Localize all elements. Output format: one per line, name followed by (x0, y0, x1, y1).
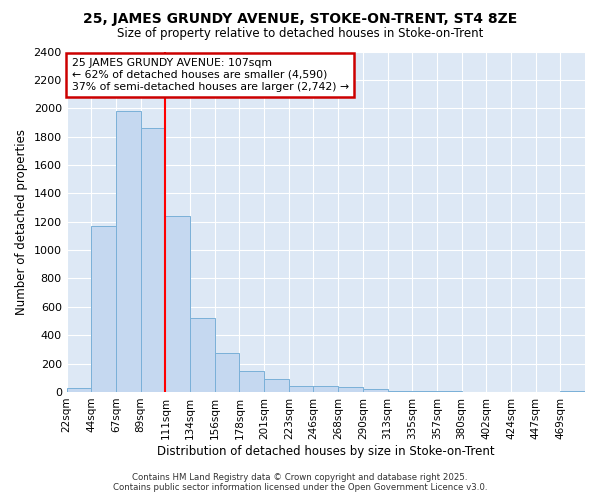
Bar (141, 128, 166, 392)
Bar (388, 391, 412, 392)
Bar (239, 370, 264, 392)
Bar (116, 111, 141, 392)
Bar (264, 379, 289, 392)
Bar (215, 353, 239, 392)
Bar (560, 390, 585, 392)
Text: Contains HM Land Registry data © Crown copyright and database right 2025.
Contai: Contains HM Land Registry data © Crown c… (113, 473, 487, 492)
Bar (67, 388, 91, 392)
Text: Size of property relative to detached houses in Stoke-on-Trent: Size of property relative to detached ho… (117, 28, 483, 40)
Bar (313, 386, 338, 392)
Bar (91, 226, 116, 392)
X-axis label: Distribution of detached houses by size in Stoke-on-Trent: Distribution of detached houses by size … (157, 444, 494, 458)
Bar (190, 318, 215, 392)
Bar (363, 390, 388, 392)
Bar (166, 216, 190, 392)
Y-axis label: Number of detached properties: Number of detached properties (15, 128, 28, 314)
Bar (289, 386, 313, 392)
Bar (338, 387, 363, 392)
Text: 25, JAMES GRUNDY AVENUE, STOKE-ON-TRENT, ST4 8ZE: 25, JAMES GRUNDY AVENUE, STOKE-ON-TRENT,… (83, 12, 517, 26)
Text: 25 JAMES GRUNDY AVENUE: 107sqm
← 62% of detached houses are smaller (4,590)
37% : 25 JAMES GRUNDY AVENUE: 107sqm ← 62% of … (72, 58, 349, 92)
Bar (412, 391, 437, 392)
